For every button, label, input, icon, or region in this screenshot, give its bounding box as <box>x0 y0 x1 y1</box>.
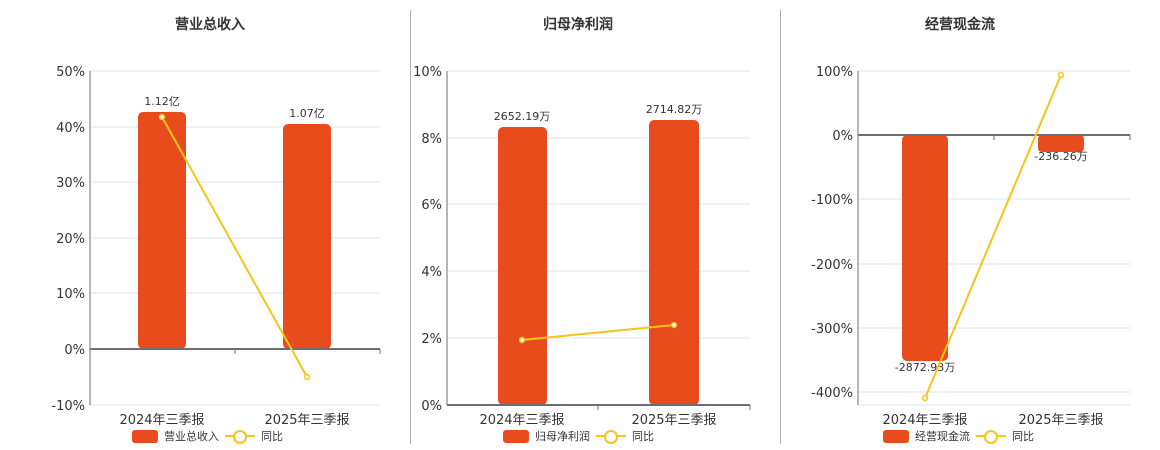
bar-2024 <box>498 127 547 405</box>
legend-line-label[interactable]: 同比 <box>632 430 654 443</box>
legend-bar-label[interactable]: 归母净利润 <box>535 430 590 443</box>
x-tick-labels: 2024年三季报 2025年三季报 <box>119 413 349 428</box>
svg-text:0%: 0% <box>832 129 853 144</box>
svg-text:30%: 30% <box>56 176 85 191</box>
gridlines <box>447 70 750 339</box>
y-tick-labels: 100% 0% -100% -200% -300% -400% <box>811 65 853 401</box>
svg-text:4%: 4% <box>421 265 442 280</box>
svg-text:2024年三季报: 2024年三季报 <box>882 413 967 428</box>
chart-title: 营业总收入 <box>175 17 245 33</box>
svg-text:-236.26万: -236.26万 <box>1034 150 1087 163</box>
legend-bar-swatch[interactable] <box>132 429 158 443</box>
svg-text:2024年三季报: 2024年三季报 <box>479 413 564 428</box>
revenue-chart-svg: 50% 40% 30% 20% 10% 0% -10% 1.12亿 1.07亿 … <box>51 65 381 428</box>
svg-text:-300%: -300% <box>811 322 853 337</box>
legend: 归母净利润 同比 <box>503 428 654 444</box>
chart-panel-revenue: 营业总收入 50% 40% 30% 20% 10% 0% -10% 1.12亿 … <box>0 0 410 450</box>
legend-line-label[interactable]: 同比 <box>261 430 283 443</box>
y-tick-labels: 10% 8% 6% 4% 2% 0% <box>413 65 442 414</box>
gridlines <box>90 70 380 406</box>
legend-bar-label[interactable]: 经营现金流 <box>915 430 970 443</box>
legend: 营业总收入 同比 <box>132 428 283 444</box>
legend-line-swatch[interactable] <box>596 429 626 444</box>
svg-text:2025年三季报: 2025年三季报 <box>631 413 716 428</box>
svg-text:10%: 10% <box>413 65 442 80</box>
svg-text:1.12亿: 1.12亿 <box>144 95 180 108</box>
svg-text:2%: 2% <box>421 332 442 347</box>
chart-title: 经营现金流 <box>925 17 995 33</box>
yoy-line <box>521 324 675 341</box>
svg-text:6%: 6% <box>421 198 442 213</box>
bar-2025 <box>1038 135 1084 152</box>
y-tick-labels: 50% 40% 30% 20% 10% 0% -10% <box>51 65 85 414</box>
divider <box>410 10 411 444</box>
svg-text:2025年三季报: 2025年三季报 <box>1018 413 1103 428</box>
yoy-line <box>924 74 1062 399</box>
svg-text:2652.19万: 2652.19万 <box>494 110 551 123</box>
svg-text:100%: 100% <box>816 65 853 80</box>
x-tick-labels: 2024年三季报 2025年三季报 <box>882 413 1103 428</box>
chart-title: 归母净利润 <box>543 17 613 33</box>
legend-bar-swatch[interactable] <box>883 429 909 443</box>
svg-text:20%: 20% <box>56 232 85 247</box>
net-profit-chart-svg: 10% 8% 6% 4% 2% 0% 2652.19万 2714.82万 202… <box>413 65 751 428</box>
gridlines <box>858 70 1130 393</box>
svg-text:-100%: -100% <box>811 193 853 208</box>
legend: 经营现金流 同比 <box>883 428 1034 444</box>
bar-2024 <box>138 112 186 349</box>
svg-text:40%: 40% <box>56 121 85 136</box>
svg-text:0%: 0% <box>421 399 442 414</box>
svg-text:8%: 8% <box>421 132 442 147</box>
chart-panel-operating-cashflow: 经营现金流 100% 0% -100% -200% -300% -400% <box>781 0 1160 450</box>
svg-text:-200%: -200% <box>811 258 853 273</box>
legend-bar-swatch[interactable] <box>503 429 529 443</box>
svg-text:2024年三季报: 2024年三季报 <box>119 413 204 428</box>
legend-line-swatch[interactable] <box>225 429 255 444</box>
legend-bar-label[interactable]: 营业总收入 <box>164 430 219 443</box>
svg-text:2025年三季报: 2025年三季报 <box>264 413 349 428</box>
bar-value-labels: 2652.19万 2714.82万 <box>494 103 703 123</box>
svg-text:0%: 0% <box>64 343 85 358</box>
bar-2025 <box>283 124 331 349</box>
chart-panel-net-profit: 归母净利润 10% 8% 6% 4% 2% 0% <box>411 0 781 450</box>
x-tick-labels: 2024年三季报 2025年三季报 <box>479 413 716 428</box>
cashflow-chart-svg: 100% 0% -100% -200% -300% -400% -2872.93… <box>811 65 1131 428</box>
svg-text:10%: 10% <box>56 287 85 302</box>
svg-text:-400%: -400% <box>811 386 853 401</box>
svg-text:2714.82万: 2714.82万 <box>646 103 703 116</box>
yoy-line <box>161 116 308 378</box>
svg-text:-10%: -10% <box>51 399 85 414</box>
divider <box>780 10 781 444</box>
bar-2025 <box>649 120 699 405</box>
svg-text:-2872.93万: -2872.93万 <box>895 361 955 374</box>
svg-text:1.07亿: 1.07亿 <box>289 107 325 120</box>
bar-value-labels: 1.12亿 1.07亿 <box>144 95 325 120</box>
legend-line-swatch[interactable] <box>976 429 1006 444</box>
legend-line-label[interactable]: 同比 <box>1012 430 1034 443</box>
svg-text:50%: 50% <box>56 65 85 80</box>
bar-2024 <box>902 135 948 361</box>
